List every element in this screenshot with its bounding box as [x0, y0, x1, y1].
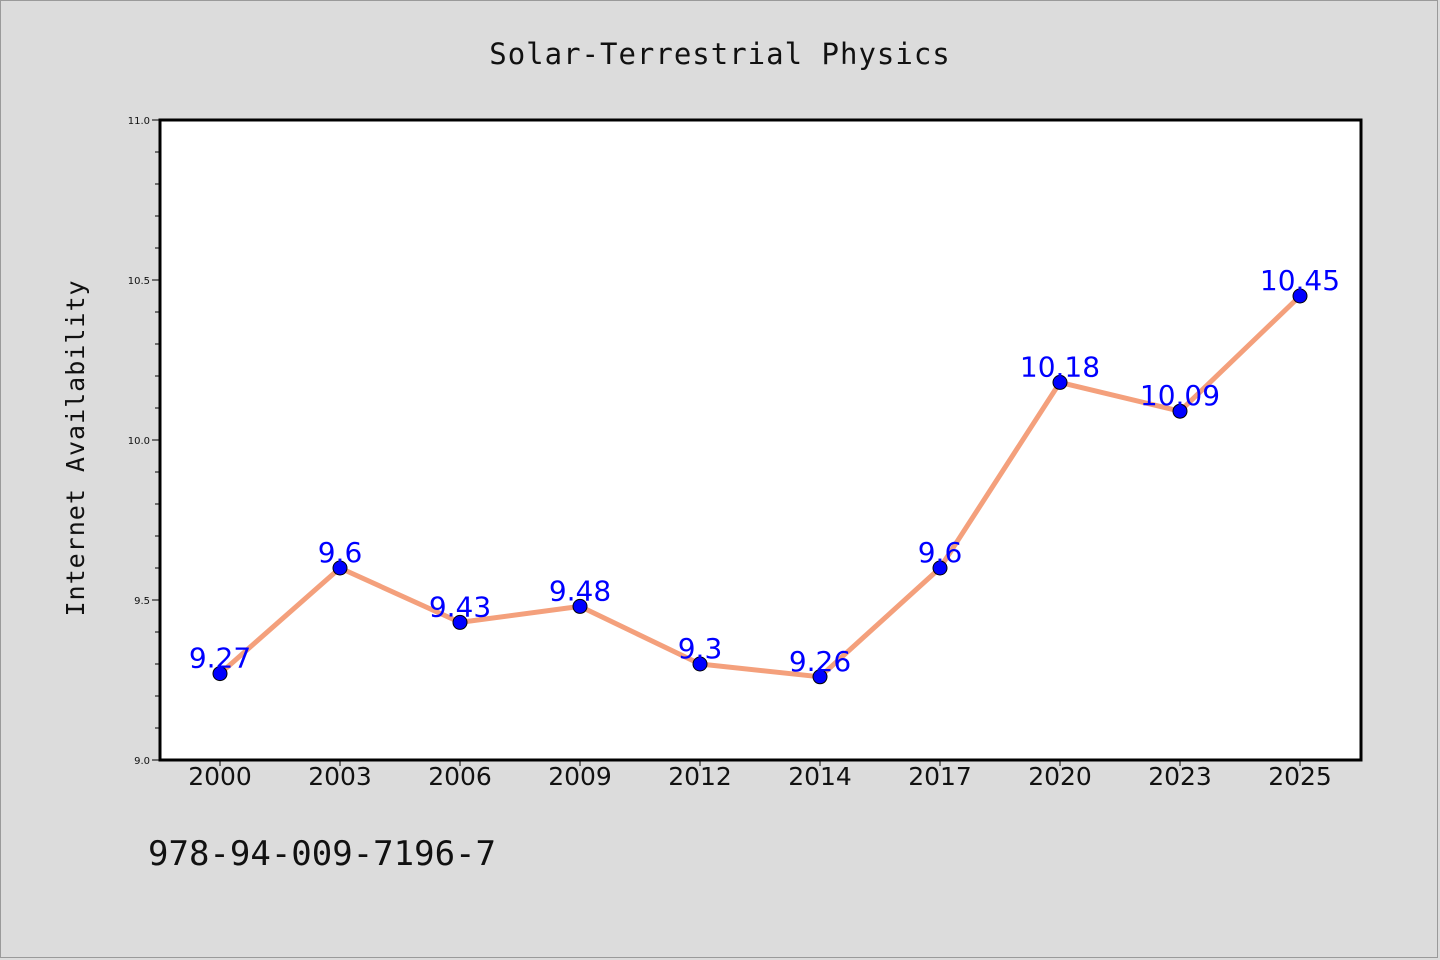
x-tick-label: 2014 [788, 762, 852, 791]
series-markers [212, 288, 1308, 685]
x-axis: 2000 2003 2006 2009 2012 2014 2017 2020 2023 2025 [188, 760, 1332, 791]
data-label: 9.43 [429, 590, 491, 623]
x-tick-label: 2006 [428, 762, 492, 791]
data-point [572, 598, 588, 614]
data-label: 10.18 [1020, 350, 1100, 383]
data-point [452, 614, 468, 630]
data-point [1172, 403, 1188, 419]
data-point [692, 656, 708, 672]
isbn-footnote: 978-94-009-7196-7 [148, 834, 496, 874]
x-tick-label: 2000 [188, 762, 252, 791]
data-point [332, 560, 348, 576]
x-tick-label: 2017 [908, 762, 972, 791]
y-tick-label: 9.5 [134, 596, 150, 607]
y-axis-label: Internet Availability [61, 279, 90, 616]
x-tick-label: 2009 [548, 762, 612, 791]
chart-title: Solar-Terrestrial Physics [489, 37, 951, 71]
plot-border [158, 118, 1363, 762]
y-axis: 9.0 9.5 10.0 10.5 11.0 [128, 116, 160, 767]
data-point [932, 560, 948, 576]
data-point [1292, 288, 1308, 304]
data-point [1052, 374, 1068, 390]
x-tick-label: 2020 [1028, 762, 1092, 791]
data-label: 9.6 [918, 536, 963, 569]
data-label: 9.48 [549, 574, 611, 607]
data-label: 9.27 [189, 642, 251, 675]
y-tick-label: 9.0 [134, 756, 150, 767]
data-label: 9.3 [678, 632, 723, 665]
x-tick-label: 2025 [1268, 762, 1332, 791]
data-labels: 9.27 9.6 9.43 9.48 9.3 9.26 9.6 10.18 10.09 10.45 [189, 264, 1340, 678]
data-label: 10.45 [1260, 264, 1340, 297]
data-point [212, 666, 228, 682]
data-label: 9.6 [318, 536, 363, 569]
plot-area [160, 120, 1361, 760]
data-label: 10.09 [1140, 379, 1220, 412]
data-point [812, 669, 828, 685]
x-tick-label: 2003 [308, 762, 372, 791]
series-line [217, 293, 1303, 680]
y-tick-label: 10.0 [128, 436, 150, 447]
y-tick-label: 10.5 [128, 276, 150, 287]
x-tick-label: 2023 [1148, 762, 1212, 791]
x-tick-label: 2012 [668, 762, 732, 791]
y-tick-label: 11.0 [128, 116, 150, 127]
data-label: 9.26 [789, 645, 851, 678]
